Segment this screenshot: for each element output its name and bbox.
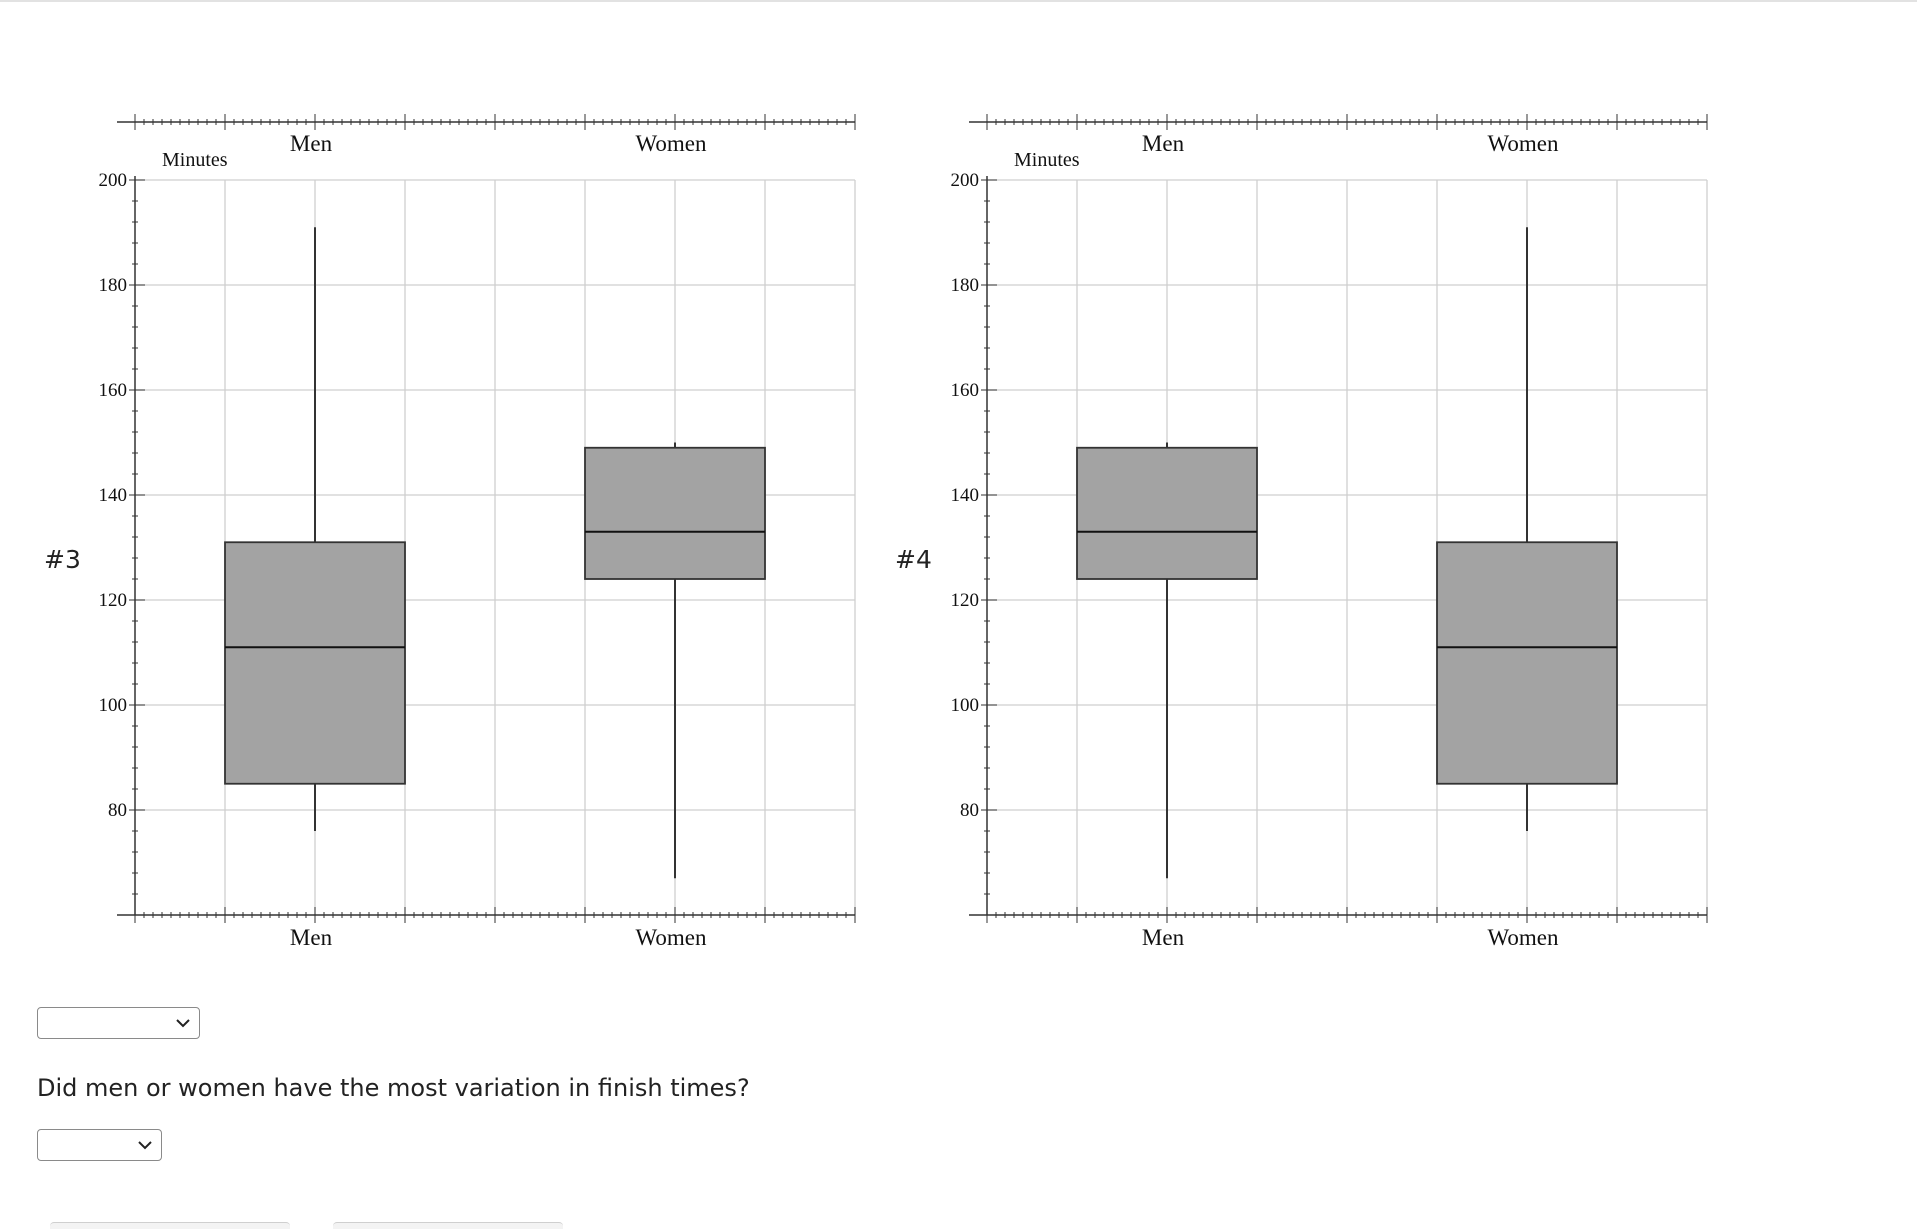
y-axis-title: Minutes bbox=[162, 149, 228, 171]
y-tick-label: 200 bbox=[951, 170, 980, 191]
plot-3-label: #3 bbox=[44, 545, 81, 574]
boxplot-4-svg: 200 180 160 140 120 100 80 Minutes Men Men Women Wo… bbox=[951, 114, 1708, 950]
y-tick-label: 100 bbox=[99, 695, 128, 716]
top-category-label: Women bbox=[1488, 131, 1559, 156]
y-tick-label: 120 bbox=[951, 590, 980, 611]
x-category-label: Women bbox=[636, 925, 707, 950]
chevron-down-icon bbox=[176, 1019, 190, 1028]
top-category-label: Men bbox=[290, 131, 333, 156]
iqr-box bbox=[1436, 541, 1618, 785]
top-category-label: Men bbox=[1142, 131, 1185, 156]
x-category-label: Women bbox=[1488, 925, 1559, 950]
plot-choice-select[interactable] bbox=[37, 1007, 200, 1039]
y-axis-title: Minutes bbox=[1014, 149, 1080, 171]
y-tick-label: 200 bbox=[99, 170, 128, 191]
y-tick-label: 100 bbox=[951, 695, 980, 716]
iqr-box bbox=[224, 541, 406, 785]
y-tick-label: 160 bbox=[99, 380, 128, 401]
bottom-tab-1[interactable] bbox=[50, 1222, 290, 1229]
boxplot-3: 200 180 160 140 120 100 80 Minutes Men Men Women Wo… bbox=[70, 40, 950, 970]
y-tick-label: 180 bbox=[951, 275, 980, 296]
x-category-label: Men bbox=[1142, 925, 1185, 950]
x-category-label: Men bbox=[290, 925, 333, 950]
bottom-tab-2[interactable] bbox=[333, 1222, 563, 1229]
boxplot-3-svg: 200 180 160 140 120 100 80 Minutes Men Men Women Wo… bbox=[99, 114, 856, 950]
plot-4-label: #4 bbox=[895, 545, 932, 574]
variation-answer-select[interactable] bbox=[37, 1129, 162, 1161]
y-tick-label: 80 bbox=[960, 800, 979, 821]
y-tick-label: 140 bbox=[951, 485, 980, 506]
iqr-box bbox=[1076, 446, 1258, 580]
y-tick-label: 160 bbox=[951, 380, 980, 401]
y-tick-label: 120 bbox=[99, 590, 128, 611]
top-divider bbox=[0, 0, 1917, 2]
y-tick-label: 140 bbox=[99, 485, 128, 506]
y-tick-label: 180 bbox=[99, 275, 128, 296]
boxplot-4: 200 180 160 140 120 100 80 Minutes Men Men Women Wo… bbox=[922, 40, 1802, 970]
variation-question: Did men or women have the most variation… bbox=[37, 1074, 750, 1102]
top-category-label: Women bbox=[636, 131, 707, 156]
y-tick-label: 80 bbox=[108, 800, 127, 821]
chevron-down-icon bbox=[138, 1141, 152, 1150]
iqr-box bbox=[584, 446, 766, 580]
